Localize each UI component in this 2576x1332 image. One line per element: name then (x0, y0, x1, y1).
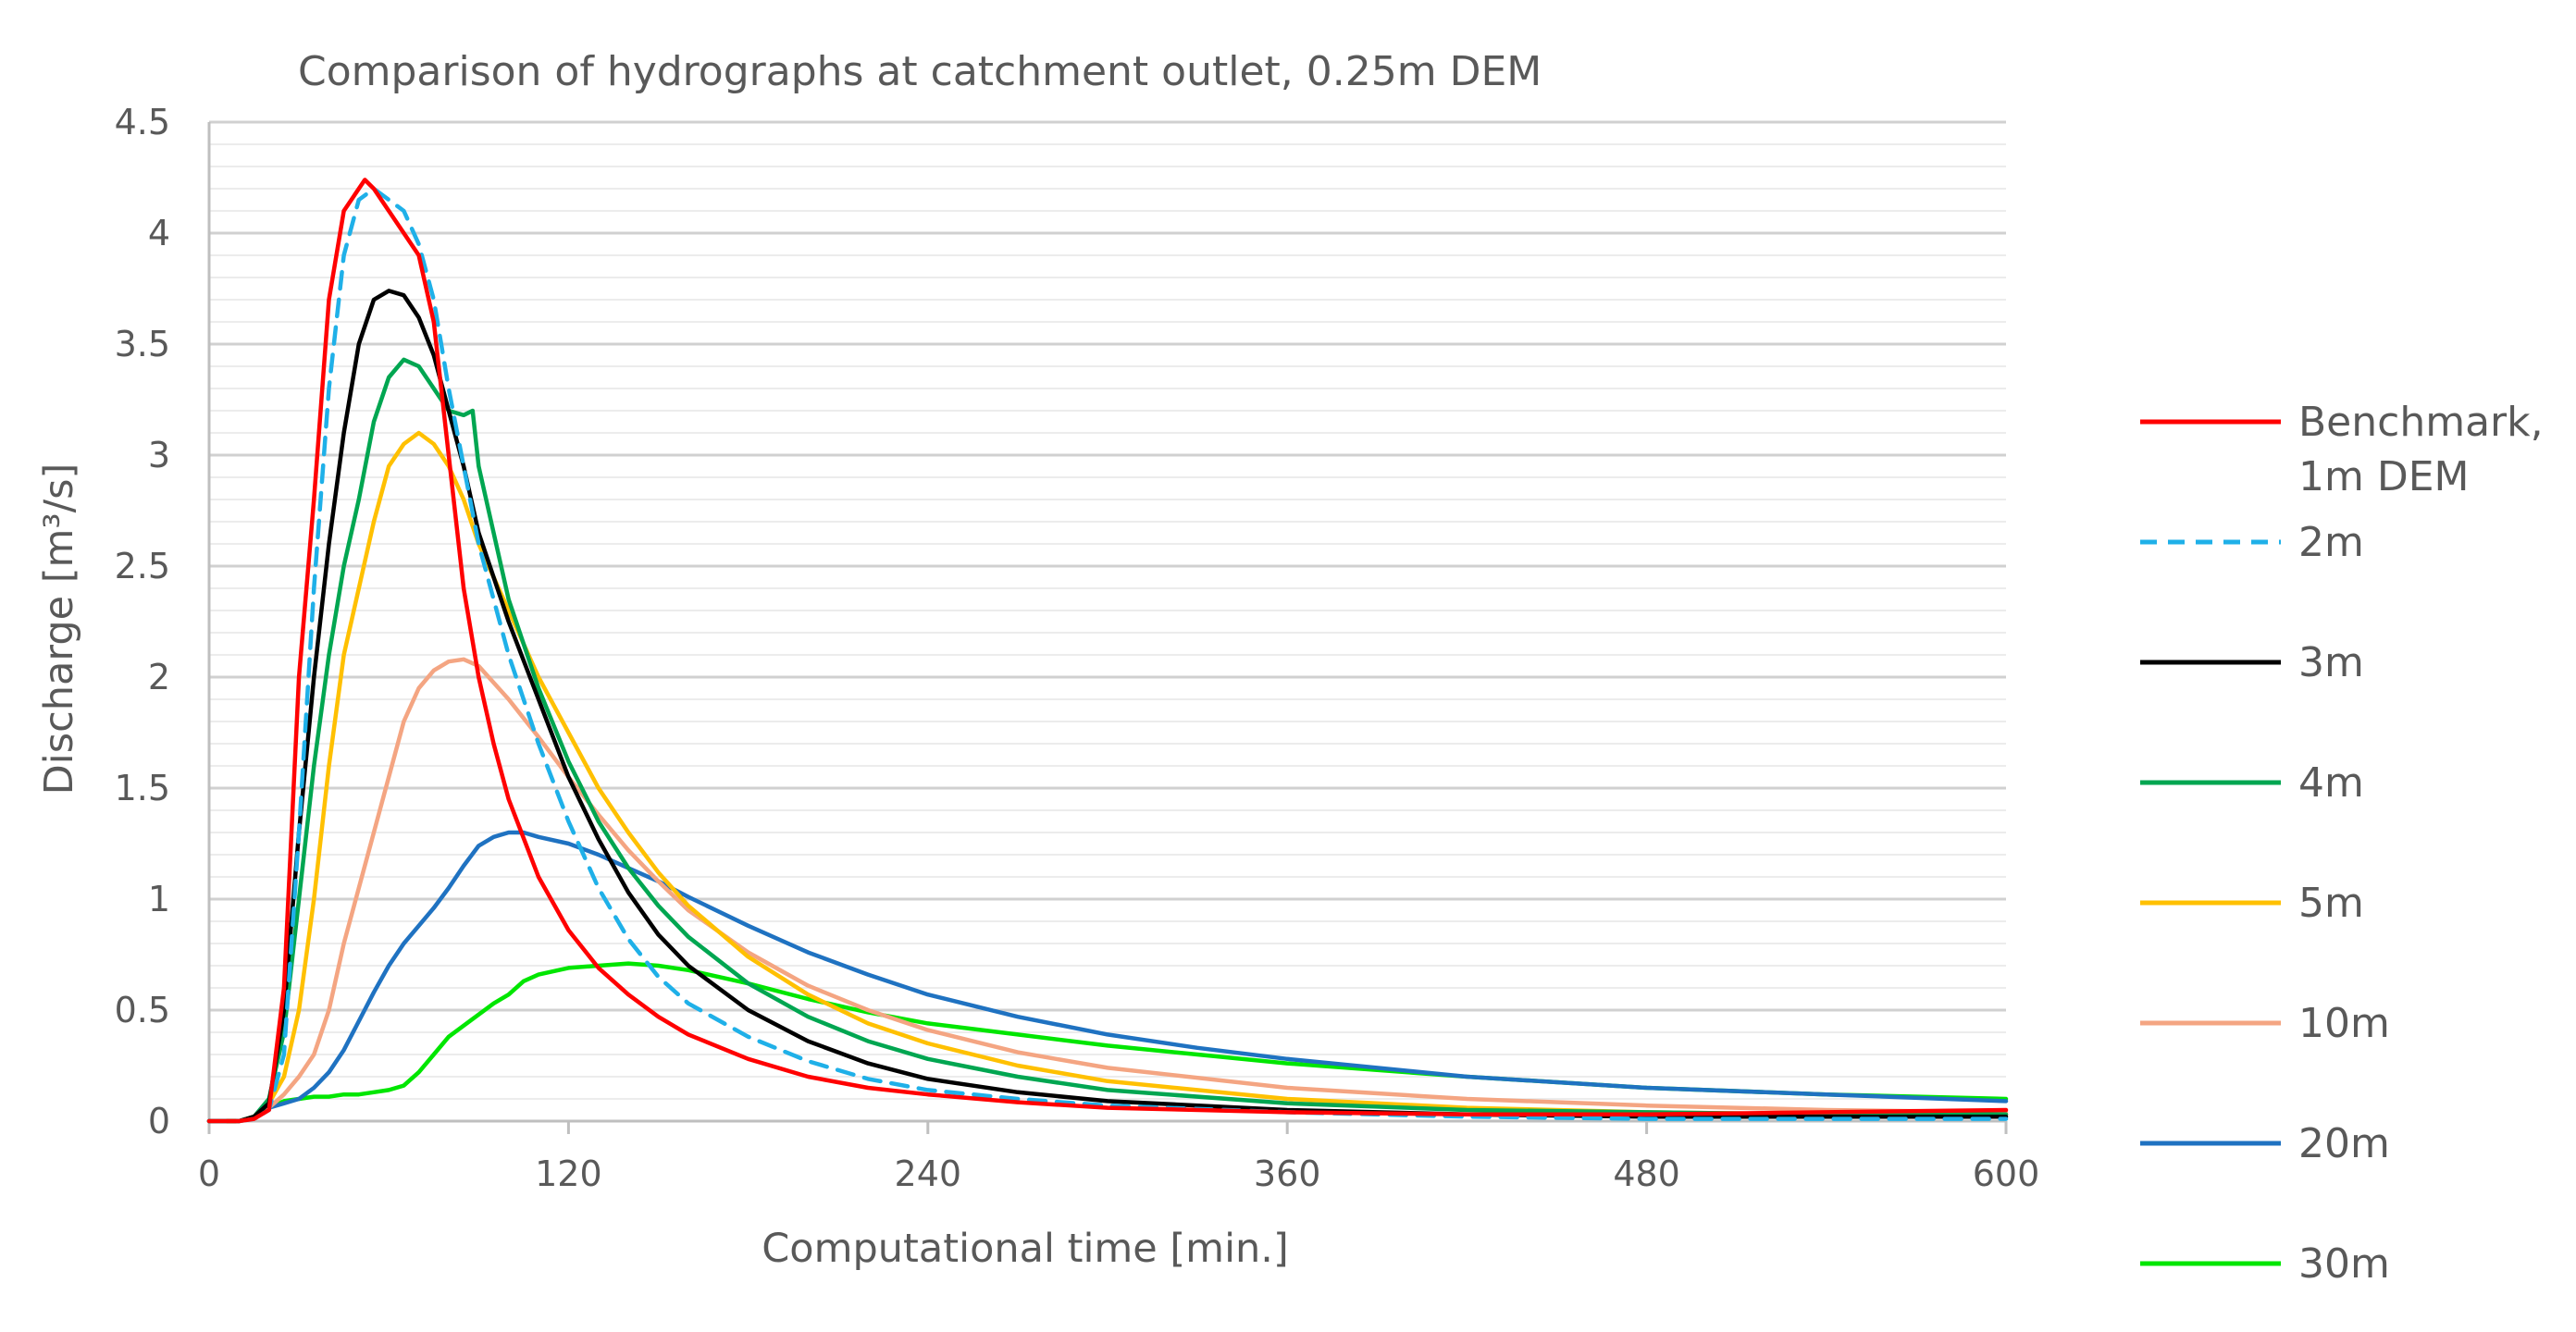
y-tick-label: 1.5 (115, 768, 170, 808)
y-tick-label: 4.5 (115, 102, 170, 142)
y-tick-labels: 0 0.5 1 1.5 2 2.5 3 3.5 4 4.5 (115, 102, 170, 1141)
axes (207, 122, 2006, 1123)
legend-label: 5m (2298, 880, 2364, 927)
x-tick-label: 600 (1973, 1153, 2040, 1194)
legend-label: 4m (2298, 759, 2364, 807)
x-tick-label: 480 (1613, 1153, 1680, 1194)
legend-label: 2m (2298, 519, 2364, 566)
series-line-4m (206, 357, 2009, 1124)
series-line-20m (206, 830, 2009, 1124)
chart-title: Comparison of hydrographs at catchment o… (298, 48, 1542, 95)
series-line-3m (206, 289, 2009, 1124)
x-tick-label: 0 (198, 1153, 220, 1194)
legend-label: 30m (2298, 1240, 2390, 1288)
x-tick-label: 120 (535, 1153, 602, 1194)
y-tick-label: 2.5 (115, 546, 170, 586)
y-tick-label: 3 (148, 435, 170, 475)
legend-label: Benchmark, (2298, 399, 2544, 446)
series-line-benchmark (206, 178, 2009, 1124)
x-axis-title: Computational time [min.] (762, 1226, 1288, 1272)
y-tick-label: 0 (148, 1101, 170, 1141)
x-tick-label: 360 (1254, 1153, 1321, 1194)
legend-label: 10m (2298, 1000, 2390, 1047)
series-line-2m (206, 186, 2009, 1124)
legend-label: 20m (2298, 1120, 2390, 1167)
series-lines (206, 178, 2009, 1124)
grid-lines (209, 120, 2006, 1100)
y-tick-label: 3.5 (115, 324, 170, 364)
x-tick-label: 240 (895, 1153, 962, 1194)
y-tick-label: 0.5 (115, 990, 170, 1030)
legend-label: 3m (2298, 639, 2364, 686)
y-tick-label: 1 (148, 879, 170, 919)
series-line-10m (206, 657, 2009, 1124)
legend: Benchmark, 1m DEM 2m 3m 4m 5m 10m 20m 30m (2140, 399, 2544, 1288)
series-line-30m (206, 961, 2009, 1124)
y-axis-title: Discharge [m³/s] (36, 463, 82, 796)
y-tick-label: 2 (148, 657, 170, 697)
y-tick-label: 4 (148, 213, 170, 253)
x-tick-labels: 0 120 240 360 480 600 (198, 1121, 2039, 1194)
legend-label-line2: 1m DEM (2298, 453, 2470, 500)
